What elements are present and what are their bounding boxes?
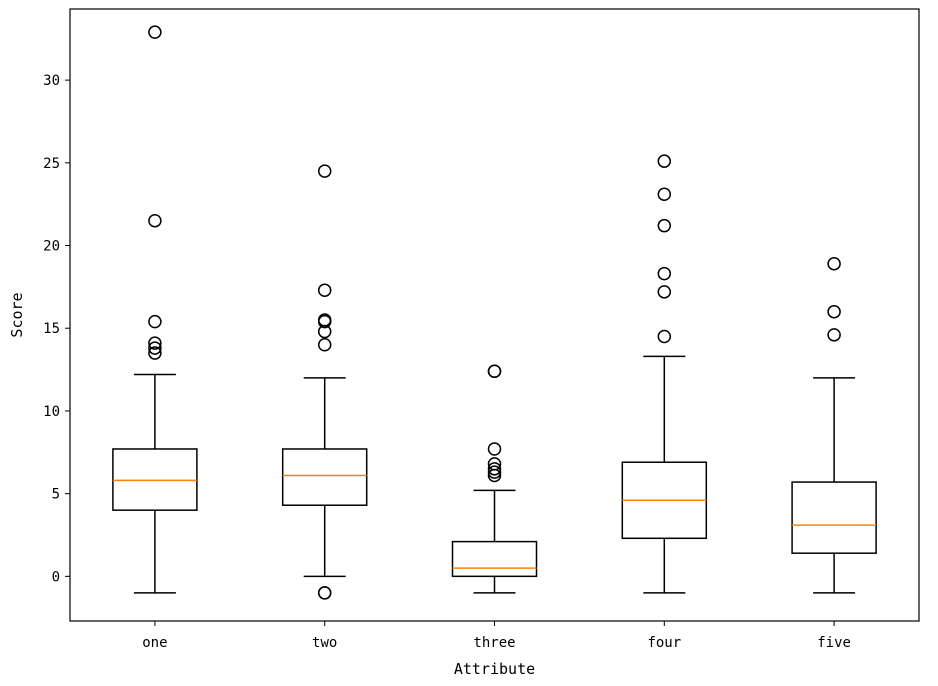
box-one [112, 448, 198, 511]
outlier-point-four [657, 285, 672, 299]
x-axis-title: Attribute [454, 660, 535, 678]
y-tick-label: 20 [43, 239, 60, 255]
plot-area: 0 5 10 15 20 25 30 one two three four five [43, 8, 920, 651]
outlier-point-four [657, 266, 672, 281]
outlier-point-four [657, 187, 672, 202]
outlier-point-five [827, 304, 841, 319]
box-five [791, 481, 877, 554]
outlier-point-two [317, 164, 332, 178]
outlier-point-two [317, 283, 332, 297]
outlier-point-one [148, 314, 162, 329]
outlier-point-one [148, 25, 162, 39]
outlier-point-four [657, 329, 672, 344]
outlier-point-three [487, 462, 502, 476]
x-tick-label-two: two [312, 635, 337, 651]
y-tick-label: 30 [43, 73, 60, 89]
outlier-point-two [317, 324, 332, 339]
outlier-point-three [487, 442, 502, 456]
outlier-point-five [827, 256, 841, 271]
x-tick-label-three: three [473, 635, 515, 651]
outlier-point-three [487, 468, 502, 483]
y-tick-label: 15 [43, 321, 60, 337]
outlier-point-two [317, 338, 332, 352]
outlier-point-three [487, 364, 502, 378]
y-tick-label: 0 [52, 569, 60, 585]
outlier-point-four [657, 218, 672, 233]
outlier-point-one [148, 346, 162, 360]
outlier-point-two [317, 586, 332, 600]
outlier-point-four [657, 154, 672, 168]
outlier-point-one [148, 341, 162, 355]
outlier-point-one [148, 336, 162, 350]
y-tick-label: 10 [43, 404, 60, 420]
outlier-point-five [827, 328, 841, 342]
box-two [281, 448, 368, 506]
outlier-point-one [148, 213, 162, 228]
x-tick-label-five: five [817, 635, 851, 651]
x-tick-label-one: one [142, 635, 167, 651]
y-axis-title: Score [8, 292, 26, 337]
outlier-point-three [487, 465, 502, 479]
x-tick-label-four: four [647, 635, 681, 651]
y-tick-label: 25 [43, 156, 60, 172]
box-three [451, 540, 538, 578]
outlier-point-two [317, 314, 332, 329]
y-tick-label: 5 [52, 487, 60, 503]
